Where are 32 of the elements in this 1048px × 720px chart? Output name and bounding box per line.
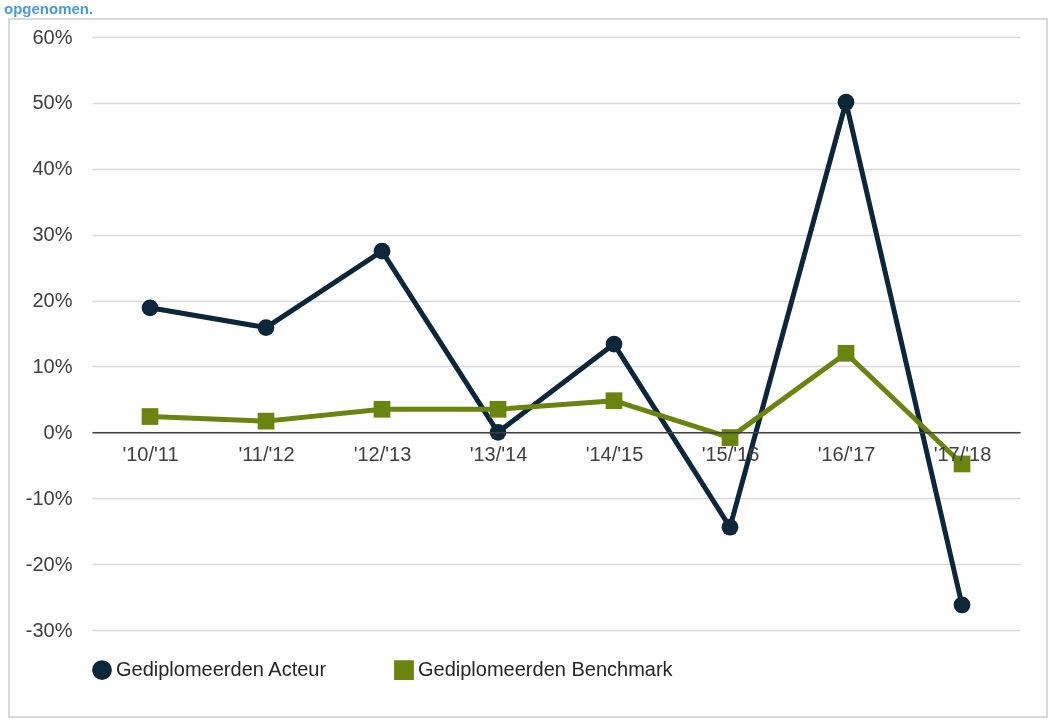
- point: [141, 299, 159, 317]
- y-tick-label: -10%: [25, 486, 73, 509]
- point: [257, 412, 275, 430]
- y-tick-label: 60%: [32, 25, 73, 48]
- y-tick-label: 20%: [32, 289, 73, 312]
- x-tick-label: '13/'14: [469, 442, 528, 465]
- point: [837, 93, 855, 111]
- x-tick-label: '10/'11: [122, 442, 179, 465]
- point: [141, 408, 159, 425]
- legend-label: Gediplomeerden Acteur: [116, 658, 327, 681]
- point: [721, 518, 739, 536]
- y-tick-label: 10%: [32, 354, 73, 377]
- point: [837, 344, 855, 362]
- x-tick-label: '11/'12: [238, 442, 295, 465]
- y-tick-label: 0%: [43, 420, 73, 443]
- y-tick-label: -30%: [25, 618, 73, 641]
- point: [953, 596, 971, 614]
- point: [489, 400, 507, 418]
- point: [373, 242, 391, 260]
- y-tick-label: 50%: [32, 91, 73, 114]
- legend-label: Gediplomeerden Benchmark: [418, 658, 674, 681]
- point: [605, 335, 623, 353]
- x-tick-label: '12/'13: [353, 442, 412, 465]
- point: [257, 319, 275, 336]
- x-tick-label: '16/'17: [817, 442, 876, 465]
- text: opgenomen.: [4, 0, 94, 18]
- point: [373, 400, 391, 418]
- y-tick-label: -20%: [25, 552, 73, 575]
- y-tick-label: 40%: [32, 157, 73, 180]
- y-tick-label: 30%: [32, 223, 73, 246]
- x-tick-label: '14/'15: [585, 442, 644, 465]
- point: [605, 392, 623, 410]
